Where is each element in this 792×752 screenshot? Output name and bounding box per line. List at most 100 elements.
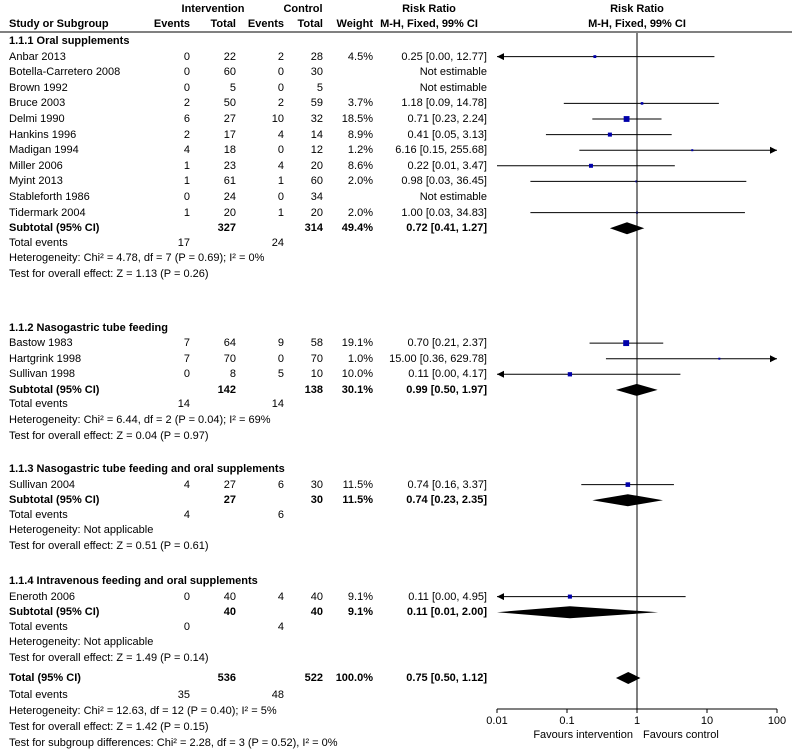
intervention-events-header: Events <box>153 18 190 30</box>
study-risk-ratio-cell: 1.00 [0.03, 34.83] <box>401 206 487 219</box>
subtotal-control-total: 30 <box>310 494 323 507</box>
control-events-cell: 0 <box>277 144 284 157</box>
study-point-marker <box>623 116 630 122</box>
study-point-marker <box>623 340 630 347</box>
overall-effect-test-text: Test for overall effect: Z = 1.42 (P = 0… <box>9 721 209 733</box>
study-weight-cell: 2.0% <box>347 175 373 188</box>
study-name: Anbar 2013 <box>9 50 66 63</box>
study-risk-ratio-cell: 0.11 [0.00, 4.17] <box>408 368 487 381</box>
study-name: Delmi 1990 <box>9 113 65 125</box>
study-risk-ratio-cell: 0.25 [0.00, 12.77] <box>401 50 487 63</box>
study-name: Brown 1992 <box>9 81 68 94</box>
favours-intervention-label: Favours intervention <box>533 729 633 741</box>
subgroup-title: 1.1.3 Nasogastric tube feeding and oral … <box>9 463 285 475</box>
intervention-total-cell: 24 <box>223 191 236 203</box>
total-events-control: 24 <box>271 236 284 249</box>
overall-total-label: Total (95% CI) <box>9 672 81 684</box>
study-risk-ratio-cell: Not estimable <box>419 81 487 94</box>
control-events-cell: 1 <box>277 175 284 188</box>
total-events-intervention: 0 <box>183 620 190 633</box>
total-events-control: 14 <box>271 398 284 411</box>
favours-control-label: Favours control <box>643 729 719 741</box>
intervention-events-cell: 1 <box>183 159 190 172</box>
overall-diamond <box>615 672 641 684</box>
study-weight-cell: 1.0% <box>347 352 373 365</box>
intervention-total-cell: 40 <box>223 590 236 603</box>
intervention-total-cell: 27 <box>223 113 236 125</box>
x-axis-tick-label: 10 <box>700 715 714 727</box>
study-name: Hartgrink 1998 <box>9 352 82 365</box>
risk-ratio-header-right: Risk Ratio <box>610 3 664 15</box>
overall-risk-ratio: 0.75 [0.50, 1.12] <box>406 672 487 684</box>
control-total-cell: 70 <box>310 352 323 365</box>
intervention-events-cell: 0 <box>183 191 190 203</box>
overall-total-events-control: 48 <box>271 689 284 701</box>
control-events-cell: 5 <box>277 368 284 381</box>
control-total-cell: 60 <box>310 175 323 188</box>
heterogeneity-text: Heterogeneity: Chi² = 4.78, df = 7 (P = … <box>9 252 265 265</box>
intervention-events-cell: 6 <box>183 113 190 125</box>
control-events-cell: 4 <box>277 128 284 141</box>
heterogeneity-text: Heterogeneity: Chi² = 6.44, df = 2 (P = … <box>9 414 271 426</box>
intervention-group-header: Intervention <box>181 3 245 15</box>
control-total-cell: 28 <box>310 50 323 63</box>
control-total-cell: 30 <box>310 478 323 491</box>
study-column-header: Study or Subgroup <box>9 18 109 30</box>
total-events-label: Total events <box>9 236 68 249</box>
subtotal-weight: 49.4% <box>341 222 373 235</box>
study-name: Sullivan 1998 <box>9 368 76 381</box>
control-events-cell: 6 <box>277 478 284 491</box>
study-risk-ratio-cell: 0.11 [0.00, 4.95] <box>408 590 487 603</box>
subtotal-risk-ratio: 0.72 [0.41, 1.27] <box>406 222 487 235</box>
ci-arrow-left <box>497 593 504 601</box>
x-axis-tick-label: 0.1 <box>559 715 575 727</box>
subtotal-weight: 30.1% <box>341 383 373 396</box>
overall-total-events-intervention: 35 <box>177 689 190 701</box>
ci-arrow-left <box>497 370 504 378</box>
control-events-cell: 2 <box>277 50 284 63</box>
study-weight-cell: 2.0% <box>347 206 373 219</box>
overall-effect-text: Test for overall effect: Z = 1.49 (P = 0… <box>9 651 209 664</box>
control-total-cell: 58 <box>310 337 323 350</box>
subtotal-label: Subtotal (95% CI) <box>9 222 100 235</box>
total-events-control: 6 <box>277 508 284 521</box>
study-weight-cell: 19.1% <box>341 337 373 350</box>
study-name: Eneroth 2006 <box>9 590 76 603</box>
intervention-events-cell: 2 <box>183 97 190 110</box>
study-risk-ratio-cell: Not estimable <box>419 66 487 79</box>
total-events-control: 4 <box>277 620 284 633</box>
study-risk-ratio-cell: 0.41 [0.05, 3.13] <box>407 128 487 141</box>
x-axis-tick-label: 0.01 <box>486 715 508 727</box>
study-point-marker <box>718 357 721 360</box>
subtotal-label: Subtotal (95% CI) <box>9 606 100 619</box>
study-risk-ratio-cell: 0.70 [0.21, 2.37] <box>407 337 487 350</box>
control-total-cell: 14 <box>310 128 323 141</box>
study-weight-cell: 4.5% <box>347 50 373 63</box>
subgroup-title: 1.1.4 Intravenous feeding and oral suppl… <box>9 575 258 587</box>
overall-intervention-total: 536 <box>217 672 236 684</box>
intervention-total-cell: 50 <box>223 97 236 110</box>
intervention-total-cell: 8 <box>229 368 236 381</box>
subtotal-intervention-total: 327 <box>217 222 236 235</box>
study-weight-cell: 8.6% <box>347 159 373 172</box>
total-events-label: Total events <box>9 508 68 521</box>
intervention-events-cell: 7 <box>183 337 190 350</box>
study-risk-ratio-cell: 6.16 [0.15, 255.68] <box>395 144 487 157</box>
weight-header: Weight <box>336 18 373 30</box>
control-total-cell: 20 <box>310 159 323 172</box>
intervention-total-cell: 61 <box>223 175 236 188</box>
study-point-marker <box>567 594 572 599</box>
control-total-cell: 40 <box>310 590 323 603</box>
control-events-cell: 0 <box>277 352 284 365</box>
control-events-cell: 0 <box>277 66 284 79</box>
intervention-events-cell: 4 <box>183 478 190 491</box>
control-total-cell: 30 <box>310 66 323 79</box>
intervention-total-cell: 22 <box>223 50 236 63</box>
control-events-cell: 4 <box>277 590 284 603</box>
overall-total-events-label: Total events <box>9 689 68 701</box>
subtotal-control-total: 314 <box>304 222 323 235</box>
subtotal-weight: 9.1% <box>347 606 373 619</box>
control-events-cell: 10 <box>271 113 284 125</box>
